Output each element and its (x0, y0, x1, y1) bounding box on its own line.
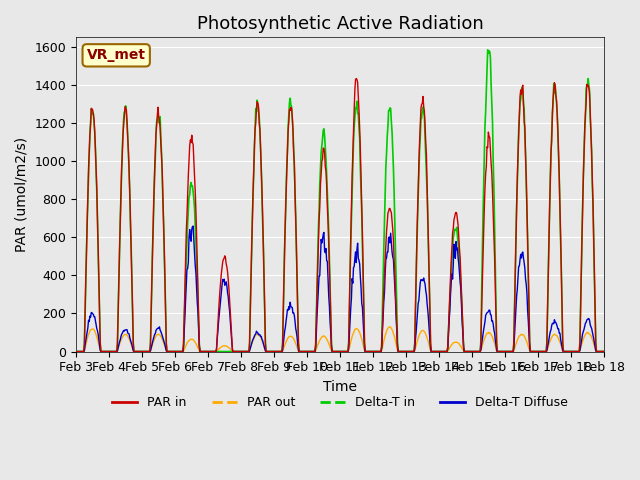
X-axis label: Time: Time (323, 380, 357, 394)
Legend: PAR in, PAR out, Delta-T in, Delta-T Diffuse: PAR in, PAR out, Delta-T in, Delta-T Dif… (108, 391, 573, 414)
Y-axis label: PAR (umol/m2/s): PAR (umol/m2/s) (15, 137, 29, 252)
Title: Photosynthetic Active Radiation: Photosynthetic Active Radiation (196, 15, 483, 33)
Text: VR_met: VR_met (86, 48, 146, 62)
